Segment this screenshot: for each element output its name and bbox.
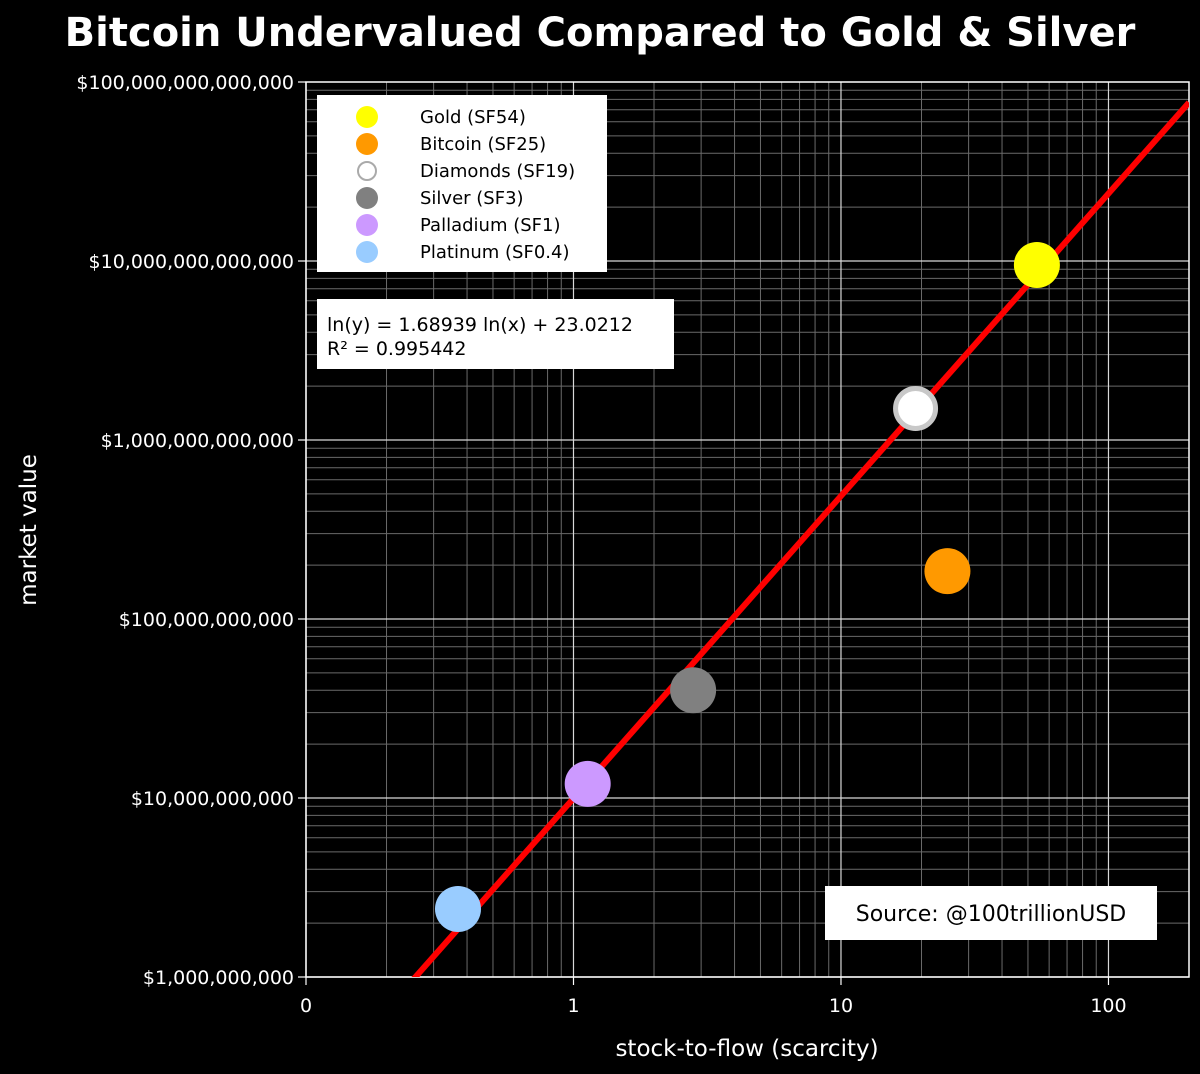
y-tick-label: $10,000,000,000 xyxy=(131,788,294,810)
legend-label-platinum: Platinum (SF0.4) xyxy=(420,242,569,263)
legend-marker-bitcoin xyxy=(356,133,378,155)
source-box-bg xyxy=(825,886,1157,940)
legend: Gold (SF54) Bitcoin (SF25) Diamonds (SF19)… xyxy=(317,95,607,272)
legend-marker-silver xyxy=(356,187,378,209)
point-gold xyxy=(1013,241,1060,288)
plot-frame xyxy=(305,81,1190,978)
legend-label-palladium: Palladium (SF1) xyxy=(420,215,560,236)
regression-r-squared: R² = 0.995442 xyxy=(327,338,466,360)
y-axis-ticks: $1,000,000,000 $10,000,000,000 $100,000,00… xyxy=(76,72,306,989)
legend-marker-diamonds xyxy=(357,161,377,181)
legend-label-silver: Silver (SF3) xyxy=(420,188,524,209)
y-axis-label: market value xyxy=(16,454,42,606)
point-platinum xyxy=(434,885,481,932)
y-tick-label: $100,000,000,000,000 xyxy=(76,72,294,94)
point-palladium xyxy=(564,760,611,807)
y-tick-label: $1,000,000,000,000 xyxy=(101,430,294,452)
source-box: Source: @100trillionUSD xyxy=(825,886,1157,940)
x-tick-label: 0 xyxy=(300,995,312,1017)
data-points xyxy=(434,241,1060,932)
legend-marker-gold xyxy=(356,106,378,128)
legend-label-bitcoin: Bitcoin (SF25) xyxy=(420,134,546,155)
x-tick-label: 1 xyxy=(567,995,579,1017)
y-tick-label: $100,000,000,000 xyxy=(119,609,294,631)
y-tick-label: $1,000,000,000 xyxy=(143,967,294,989)
regression-equation: ln(y) = 1.68939 ln(x) + 23.0212 xyxy=(327,314,633,336)
legend-label-gold: Gold (SF54) xyxy=(420,107,526,128)
x-axis-label: stock-to-flow (scarcity) xyxy=(615,1036,878,1062)
point-bitcoin xyxy=(924,548,971,595)
y-tick-label: $10,000,000,000,000 xyxy=(89,251,294,273)
source-annotation: Source: @100trillionUSD xyxy=(856,902,1127,927)
point-diamonds xyxy=(893,385,939,431)
x-tick-label: 100 xyxy=(1090,995,1126,1017)
x-tick-label: 10 xyxy=(829,995,853,1017)
chart-title: Bitcoin Undervalued Compared to Gold & S… xyxy=(64,10,1136,56)
legend-marker-palladium xyxy=(356,214,378,236)
regression-box: ln(y) = 1.68939 ln(x) + 23.0212 R² = 0.9… xyxy=(317,299,674,369)
x-axis-ticks: 0 1 10 100 xyxy=(300,977,1127,1017)
legend-label-diamonds: Diamonds (SF19) xyxy=(420,161,575,182)
legend-marker-platinum xyxy=(356,241,378,263)
regression-box-bg xyxy=(317,299,674,369)
point-silver xyxy=(670,667,717,714)
